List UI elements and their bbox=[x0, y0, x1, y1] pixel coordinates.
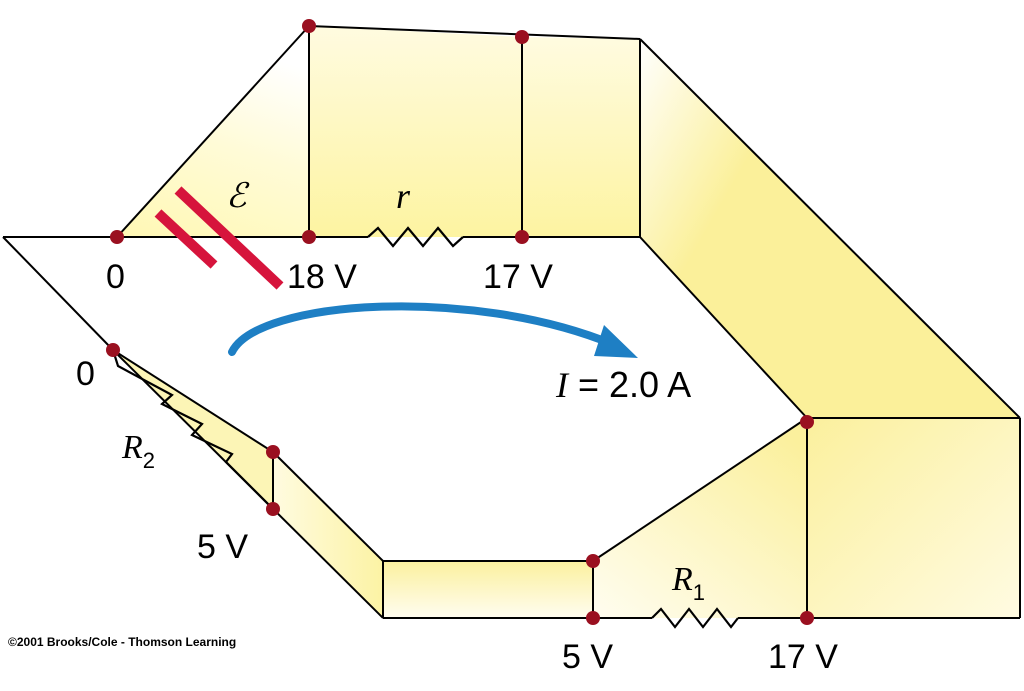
current-value: = 2.0 A bbox=[568, 364, 691, 405]
node bbox=[266, 502, 280, 516]
circuit-wires bbox=[2, 25, 1021, 619]
resistor-r2-label: R2 bbox=[121, 429, 155, 473]
r1-sub: 1 bbox=[693, 580, 705, 605]
right-box-panel bbox=[807, 418, 1020, 618]
node bbox=[800, 415, 814, 429]
top-middle-panel bbox=[309, 26, 522, 237]
potential-label-after-r: 17 V bbox=[483, 258, 553, 296]
top-right-panel bbox=[522, 37, 640, 237]
r1-base: R bbox=[671, 561, 693, 598]
shaded-panels bbox=[113, 26, 1020, 618]
battery-emf bbox=[154, 186, 284, 290]
node bbox=[110, 230, 124, 244]
r2-base: R bbox=[121, 429, 143, 466]
node bbox=[302, 19, 316, 33]
node bbox=[515, 30, 529, 44]
node bbox=[266, 445, 280, 459]
node bbox=[515, 230, 529, 244]
bottom-middle-panel bbox=[383, 561, 593, 618]
node bbox=[586, 611, 600, 625]
resistor-r2-zigzag bbox=[111, 349, 274, 510]
current-label: I = 2.0 A bbox=[555, 364, 691, 405]
left-strip-panel bbox=[273, 452, 383, 618]
potential-label-r1-right: 17 V bbox=[768, 638, 838, 676]
bottom-right-panel bbox=[593, 418, 807, 618]
copyright-text: ©2001 Brooks/Cole - Thomson Learning bbox=[8, 635, 236, 649]
potential-label-r1-left: 5 V bbox=[562, 638, 613, 676]
current-arrow bbox=[228, 302, 638, 358]
current-symbol: I bbox=[555, 365, 570, 405]
node bbox=[302, 230, 316, 244]
battery-plate-short bbox=[154, 209, 218, 269]
potential-label-battery-high: 18 V bbox=[287, 258, 357, 296]
internal-resistor-label: r bbox=[396, 176, 411, 216]
resistor-r1-zigzag bbox=[651, 607, 739, 629]
r2-sub: 2 bbox=[143, 448, 155, 473]
internal-resistor-zigzag bbox=[367, 226, 464, 248]
emf-label: ℰ bbox=[226, 178, 250, 215]
battery-plate-long bbox=[174, 186, 284, 290]
nodes bbox=[106, 19, 814, 625]
node bbox=[106, 343, 120, 357]
node bbox=[800, 611, 814, 625]
potential-label-r2-top: 0 bbox=[76, 355, 95, 393]
node bbox=[586, 554, 600, 568]
potential-label-r2-bottom: 5 V bbox=[197, 528, 248, 566]
resistor-r1-label: R1 bbox=[671, 561, 705, 605]
potential-label-battery-low: 0 bbox=[106, 258, 125, 296]
